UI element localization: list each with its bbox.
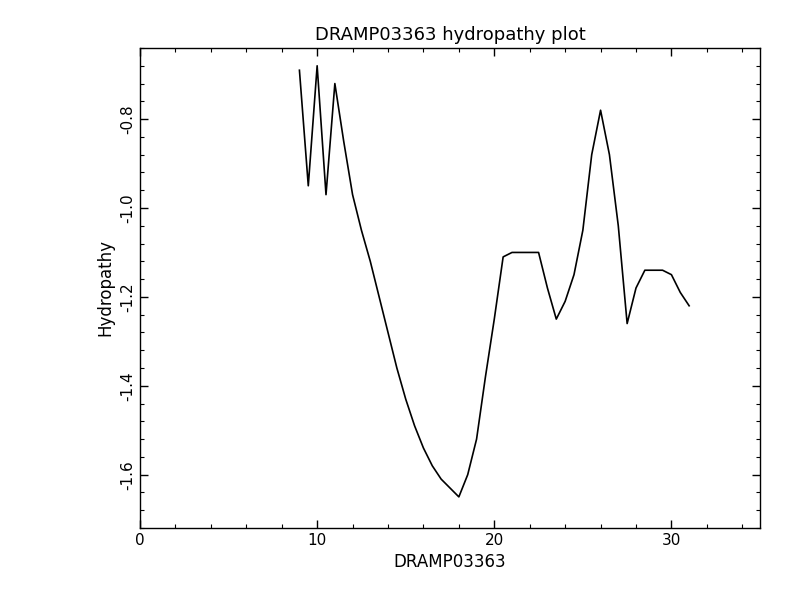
X-axis label: DRAMP03363: DRAMP03363 <box>394 553 506 571</box>
Y-axis label: Hydropathy: Hydropathy <box>97 239 114 337</box>
Title: DRAMP03363 hydropathy plot: DRAMP03363 hydropathy plot <box>314 26 586 44</box>
